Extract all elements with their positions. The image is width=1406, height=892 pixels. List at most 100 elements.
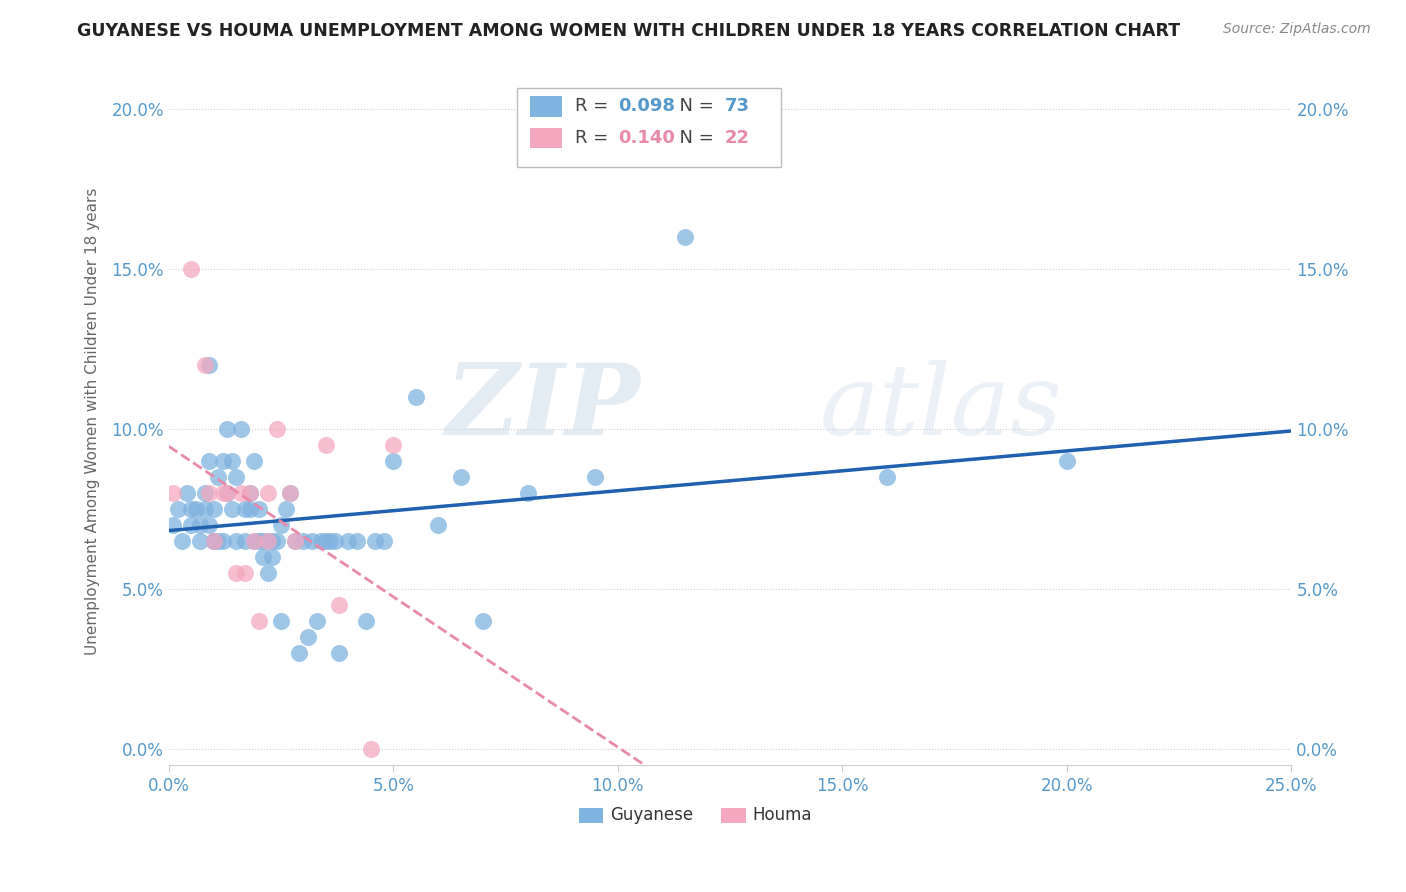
Point (184, 502, 207, 516)
Point (311, 534, 333, 549)
Point (202, 534, 225, 549)
Point (180, 262, 202, 277)
Point (202, 534, 225, 549)
Point (288, 646, 311, 660)
Point (225, 566, 247, 581)
Point (221, 454, 243, 468)
Point (283, 534, 305, 549)
Point (243, 534, 266, 549)
Point (315, 438, 337, 452)
Point (166, 502, 188, 516)
Point (243, 534, 266, 549)
Bar (578, 807, 603, 822)
Point (256, 486, 278, 500)
Point (194, 486, 217, 500)
Point (256, 566, 278, 581)
Bar (530, 128, 562, 148)
Point (256, 534, 278, 549)
Point (283, 534, 305, 549)
Bar (721, 807, 745, 822)
Point (239, 486, 262, 500)
Point (328, 646, 350, 660)
Point (239, 502, 262, 516)
Point (217, 422, 239, 436)
Point (337, 534, 360, 549)
Point (673, 230, 696, 244)
Point (270, 614, 292, 628)
Point (583, 470, 606, 484)
Point (323, 534, 346, 549)
Point (382, 454, 405, 468)
Text: Source: ZipAtlas.com: Source: ZipAtlas.com (1223, 22, 1371, 37)
Point (162, 518, 184, 533)
Point (243, 454, 266, 468)
Text: R =: R = (575, 129, 614, 147)
Point (256, 534, 278, 549)
Point (162, 486, 184, 500)
Point (356, 614, 378, 628)
Point (217, 486, 239, 500)
Point (260, 550, 283, 565)
Point (247, 614, 270, 628)
Point (319, 534, 342, 549)
Point (1056, 454, 1078, 468)
Point (260, 534, 283, 549)
Point (364, 534, 387, 549)
Point (233, 502, 256, 516)
Point (301, 534, 323, 549)
Point (211, 534, 233, 549)
Point (297, 630, 319, 644)
Point (217, 486, 239, 500)
Text: Houma: Houma (752, 805, 813, 823)
Point (176, 486, 198, 500)
Point (225, 534, 247, 549)
Point (270, 518, 292, 533)
Text: GUYANESE VS HOUMA UNEMPLOYMENT AMONG WOMEN WITH CHILDREN UNDER 18 YEARS CORRELAT: GUYANESE VS HOUMA UNEMPLOYMENT AMONG WOM… (77, 22, 1181, 40)
Point (233, 534, 256, 549)
Point (202, 534, 225, 549)
Point (274, 502, 297, 516)
Point (382, 438, 405, 452)
Point (194, 358, 217, 372)
Point (292, 534, 315, 549)
Point (266, 422, 288, 436)
Point (876, 470, 898, 484)
Point (239, 486, 262, 500)
Point (207, 470, 229, 484)
Point (198, 358, 221, 372)
Text: N =: N = (668, 97, 720, 115)
Point (373, 534, 395, 549)
Point (198, 518, 221, 533)
Point (229, 422, 252, 436)
Point (225, 470, 247, 484)
Point (252, 550, 274, 565)
Text: ZIP: ZIP (446, 359, 640, 456)
Point (247, 502, 270, 516)
Point (180, 518, 202, 533)
Point (278, 486, 301, 500)
Point (252, 534, 274, 549)
Y-axis label: Unemployment Among Women with Children Under 18 years: Unemployment Among Women with Children U… (86, 187, 100, 655)
Point (427, 518, 450, 533)
Point (211, 486, 233, 500)
Point (315, 534, 337, 549)
Point (305, 614, 328, 628)
Text: 22: 22 (724, 129, 749, 147)
Point (229, 486, 252, 500)
Text: R =: R = (575, 97, 614, 115)
Point (278, 486, 301, 500)
Text: 0.140: 0.140 (617, 129, 675, 147)
Point (346, 534, 368, 549)
Point (360, 742, 382, 756)
Text: 73: 73 (724, 97, 749, 115)
Point (180, 502, 202, 516)
Point (188, 518, 211, 533)
Bar (517, 87, 780, 167)
Point (266, 534, 288, 549)
Point (450, 470, 472, 484)
Point (221, 502, 243, 516)
Point (233, 566, 256, 581)
Point (247, 534, 270, 549)
Point (211, 454, 233, 468)
Point (198, 486, 221, 500)
